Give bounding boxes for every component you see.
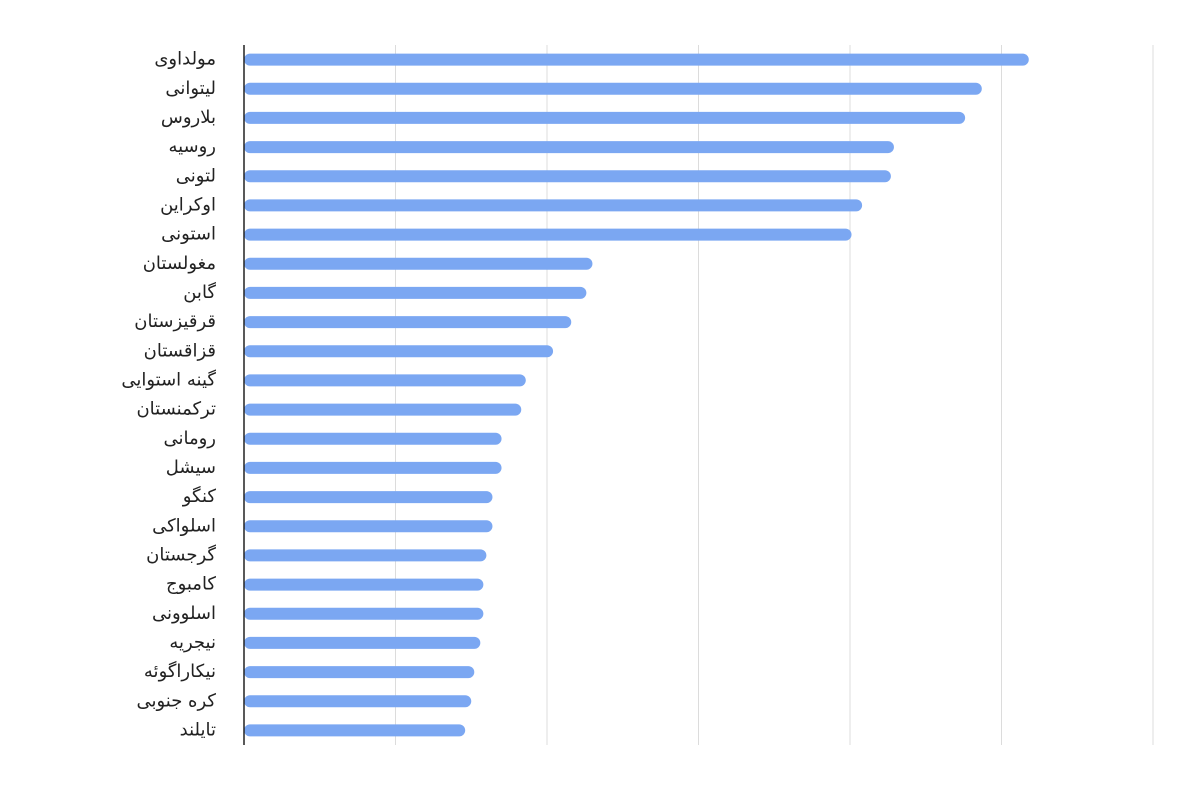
y-tick-label: سیشل <box>166 457 216 478</box>
y-tick-label: نیکاراگوئه <box>144 660 216 682</box>
y-tick-label: مولداوی <box>154 49 216 70</box>
y-tick-label: گرجستان <box>146 543 216 565</box>
y-tick-label: اوکراین <box>160 194 216 215</box>
y-tick-label: رومانی <box>163 428 216 449</box>
bar <box>244 286 587 299</box>
bar <box>244 374 526 387</box>
y-tick-label: استونی <box>161 224 216 245</box>
y-tick-label: گابن <box>183 281 216 303</box>
y-tick-label: اسلواکی <box>152 515 216 536</box>
bar <box>244 316 572 329</box>
y-tick-label: قرقیزستان <box>134 311 216 332</box>
y-tick-label: بلاروس <box>161 107 216 128</box>
bar <box>244 491 493 504</box>
bar <box>244 724 466 737</box>
bar <box>244 257 593 270</box>
bar <box>244 578 484 591</box>
bar <box>244 228 852 241</box>
bar <box>244 345 554 358</box>
y-tick-label: لتونی <box>176 165 216 186</box>
y-tick-label: گینه استوایی <box>121 368 216 390</box>
y-tick-label: کره جنوبی <box>136 690 216 711</box>
bar <box>244 141 894 154</box>
y-tick-label: نیجریه <box>169 632 216 653</box>
bar <box>244 111 966 124</box>
bar <box>244 403 522 416</box>
bar <box>244 53 1029 66</box>
y-tick-label: مغولستان <box>143 253 216 274</box>
y-tick-label: اسلوونی <box>152 603 216 624</box>
bar <box>244 666 475 679</box>
bar <box>244 607 484 620</box>
bar <box>244 432 502 445</box>
bar <box>244 636 481 649</box>
y-tick-label: لیتوانی <box>165 78 216 99</box>
y-tick-label: قزاقستان <box>144 340 216 361</box>
y-tick-label: کامبوج <box>166 574 216 595</box>
y-tick-label: کنگو <box>182 485 217 507</box>
y-tick-label: روسیه <box>168 136 216 157</box>
y-tick-label: تایلند <box>180 719 216 740</box>
bar <box>244 199 863 212</box>
bar <box>244 82 982 95</box>
bar <box>244 461 502 474</box>
bar <box>244 170 891 183</box>
bar <box>244 549 487 562</box>
y-tick-label: ترکمنستان <box>136 399 216 420</box>
bar <box>244 695 472 708</box>
bar <box>244 520 493 533</box>
